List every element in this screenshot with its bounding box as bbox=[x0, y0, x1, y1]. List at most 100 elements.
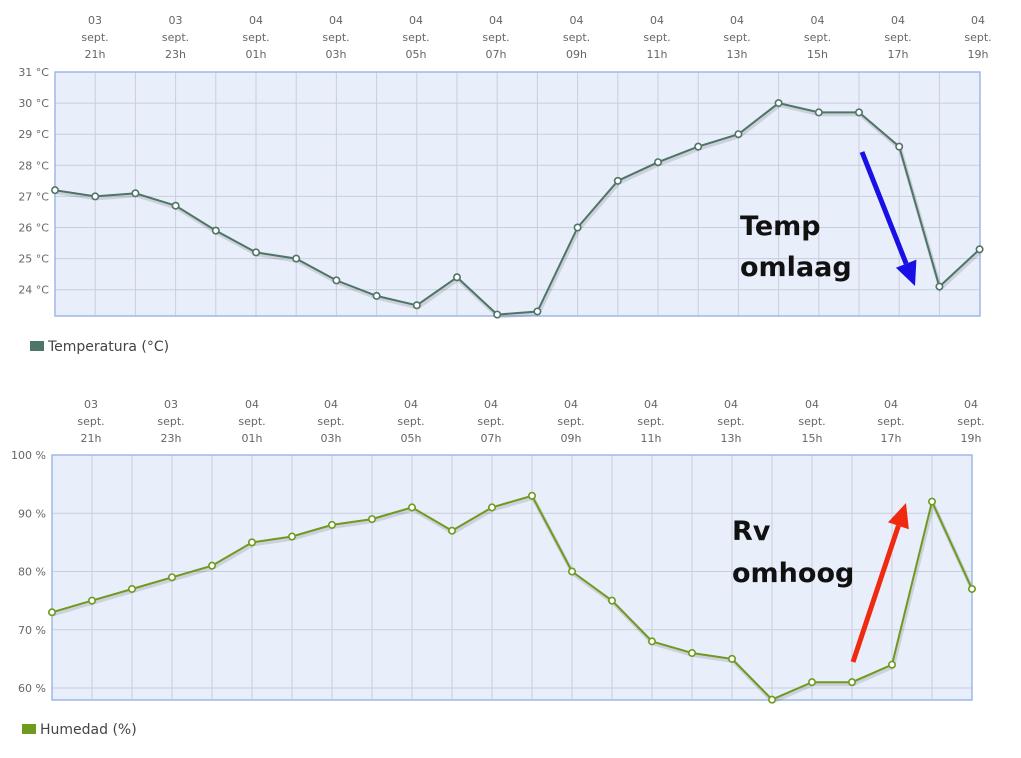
annotation-text: Rv bbox=[732, 516, 771, 547]
y-tick-label: 26 °C bbox=[18, 222, 49, 235]
x-tick-label: 15h bbox=[807, 48, 828, 61]
x-tick-label: 01h bbox=[246, 48, 267, 61]
x-tick-label: sept. bbox=[81, 31, 108, 44]
data-point bbox=[248, 538, 257, 547]
data-point bbox=[687, 649, 696, 658]
x-tick-label: 03 bbox=[169, 14, 183, 27]
data-point bbox=[573, 223, 582, 232]
x-tick-label: sept. bbox=[957, 415, 984, 428]
legend-label: Humedad (%) bbox=[40, 722, 137, 738]
x-tick-label: 19h bbox=[968, 48, 989, 61]
x-tick-label: 23h bbox=[161, 432, 182, 445]
data-point bbox=[653, 158, 662, 167]
y-tick-label: 25 °C bbox=[18, 253, 49, 266]
chart-2: 60 % 70 % 80 % 90 % 100 % 03 sept. 21h 03 sept. 23… bbox=[11, 398, 985, 738]
x-tick-label: 04 bbox=[404, 398, 418, 411]
data-point bbox=[372, 291, 381, 300]
x-tick-label: 09h bbox=[561, 432, 582, 445]
plot-area bbox=[52, 455, 972, 700]
series-line bbox=[51, 494, 973, 701]
data-point bbox=[128, 584, 137, 593]
data-point bbox=[487, 503, 496, 512]
data-point bbox=[287, 532, 296, 541]
data-point bbox=[734, 130, 743, 139]
data-point bbox=[607, 596, 616, 605]
data-point bbox=[292, 254, 301, 263]
x-tick-label: 04 bbox=[724, 398, 738, 411]
x-tick-label: 04 bbox=[564, 398, 578, 411]
data-point bbox=[533, 307, 542, 316]
x-tick-label: sept. bbox=[643, 31, 670, 44]
data-point bbox=[252, 248, 261, 257]
x-tick-label: 15h bbox=[802, 432, 823, 445]
data-point bbox=[452, 273, 461, 282]
x-tick-label: 04 bbox=[570, 14, 584, 27]
data-point bbox=[91, 192, 100, 201]
x-tick-label: sept. bbox=[557, 415, 584, 428]
annotation-arrow bbox=[850, 524, 901, 663]
y-tick-label: 80 % bbox=[18, 566, 46, 579]
data-point bbox=[50, 186, 59, 195]
x-tick-label: 21h bbox=[81, 432, 102, 445]
data-point bbox=[327, 520, 336, 529]
x-tick-label: 04 bbox=[249, 14, 263, 27]
x-tick-label: 04 bbox=[644, 398, 658, 411]
x-tick-label: sept. bbox=[162, 31, 189, 44]
data-point bbox=[88, 596, 97, 605]
data-point bbox=[332, 276, 341, 285]
data-point bbox=[493, 310, 502, 319]
data-point bbox=[367, 515, 376, 524]
annotation-arrow-head bbox=[887, 503, 909, 530]
x-tick-label: sept. bbox=[798, 415, 825, 428]
x-tick-label: 23h bbox=[165, 48, 186, 61]
x-tick-label: 07h bbox=[481, 432, 502, 445]
x-tick-label: 03 bbox=[84, 398, 98, 411]
annotation-arrow bbox=[859, 151, 909, 265]
x-tick-label: sept. bbox=[563, 31, 590, 44]
x-tick-label: 19h bbox=[961, 432, 982, 445]
x-tick-label: 17h bbox=[881, 432, 902, 445]
x-tick-label: 01h bbox=[242, 432, 263, 445]
data-point bbox=[567, 567, 576, 576]
x-tick-label: 04 bbox=[484, 398, 498, 411]
data-point bbox=[854, 108, 863, 117]
x-tick-label: sept. bbox=[637, 415, 664, 428]
legend-swatch bbox=[22, 724, 36, 734]
x-tick-label: 04 bbox=[730, 14, 744, 27]
x-tick-label: 04 bbox=[324, 398, 338, 411]
y-tick-label: 27 °C bbox=[18, 190, 49, 203]
x-tick-label: 04 bbox=[329, 14, 343, 27]
x-tick-label: 03 bbox=[164, 398, 178, 411]
data-point bbox=[895, 142, 904, 151]
data-point bbox=[935, 282, 944, 291]
series-line-shadow bbox=[55, 102, 982, 319]
data-point bbox=[887, 660, 896, 669]
x-tick-label: 04 bbox=[971, 14, 985, 27]
x-tick-label: 13h bbox=[721, 432, 742, 445]
chart-1: 24 °C 25 °C 26 °C 27 °C 28 °C 29 °C 30 °C 31 °C… bbox=[18, 14, 991, 355]
y-tick-label: 70 % bbox=[18, 624, 46, 637]
data-point bbox=[967, 584, 976, 593]
x-tick-label: sept. bbox=[877, 415, 904, 428]
y-tick-label: 30 °C bbox=[18, 97, 49, 110]
y-tick-label: 100 % bbox=[11, 449, 46, 462]
x-tick-label: sept. bbox=[482, 31, 509, 44]
x-tick-label: 11h bbox=[647, 48, 668, 61]
legend-label: Temperatura (°C) bbox=[47, 339, 169, 355]
y-tick-label: 90 % bbox=[18, 507, 46, 520]
x-tick-label: 04 bbox=[650, 14, 664, 27]
y-tick-label: 60 % bbox=[18, 682, 46, 695]
data-point bbox=[211, 226, 220, 235]
data-point bbox=[767, 695, 776, 704]
data-point bbox=[727, 654, 736, 663]
x-tick-label: sept. bbox=[723, 31, 750, 44]
x-tick-label: 03h bbox=[321, 432, 342, 445]
legend-swatch bbox=[30, 341, 44, 351]
data-point bbox=[613, 176, 622, 185]
series-line-shadow bbox=[52, 495, 975, 704]
annotation-text: omlaag bbox=[740, 252, 852, 283]
x-tick-label: sept. bbox=[397, 415, 424, 428]
data-point bbox=[208, 561, 217, 570]
x-tick-label: sept. bbox=[717, 415, 744, 428]
